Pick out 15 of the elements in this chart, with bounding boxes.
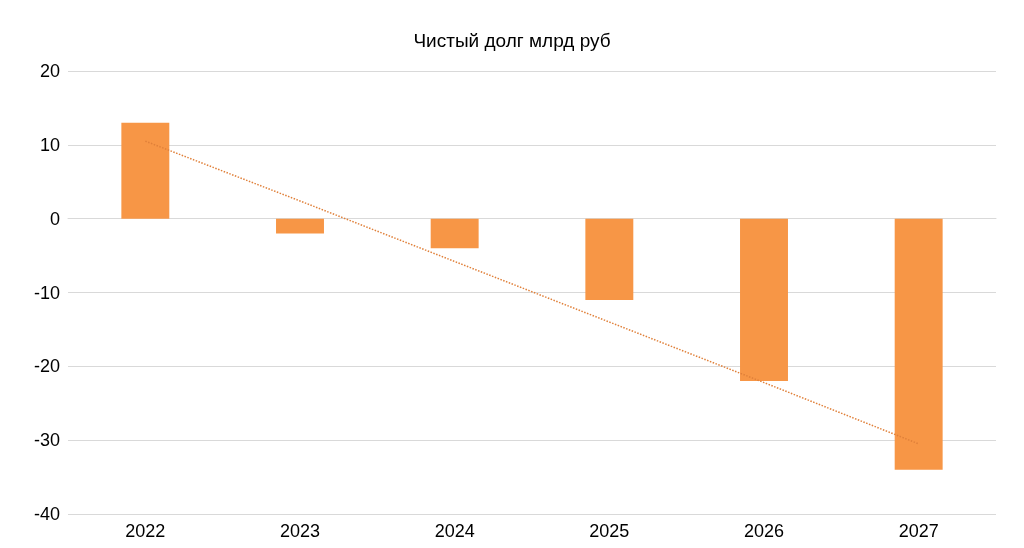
line-series bbox=[144, 140, 920, 445]
x-tick-label: 2025 bbox=[589, 521, 630, 541]
x-tick-label: 2022 bbox=[125, 521, 166, 541]
y-tick-label: -40 bbox=[33, 504, 60, 524]
chart-title: Чистый долг млрд руб bbox=[413, 30, 611, 51]
x-tick-label: 2026 bbox=[743, 521, 785, 541]
x-tick-label: 2027 bbox=[898, 521, 939, 541]
y-tick-label: -20 bbox=[33, 356, 60, 377]
y-tick-label: -10 bbox=[33, 282, 60, 303]
y-tick-label: 0 bbox=[49, 208, 60, 229]
y-tick-label: -30 bbox=[33, 430, 60, 451]
y-tick-label: 20 bbox=[39, 61, 60, 81]
y-tick-label: 10 bbox=[39, 134, 60, 155]
x-tick-label: 2024 bbox=[434, 521, 475, 541]
x-tick-label: 2023 bbox=[279, 521, 321, 541]
